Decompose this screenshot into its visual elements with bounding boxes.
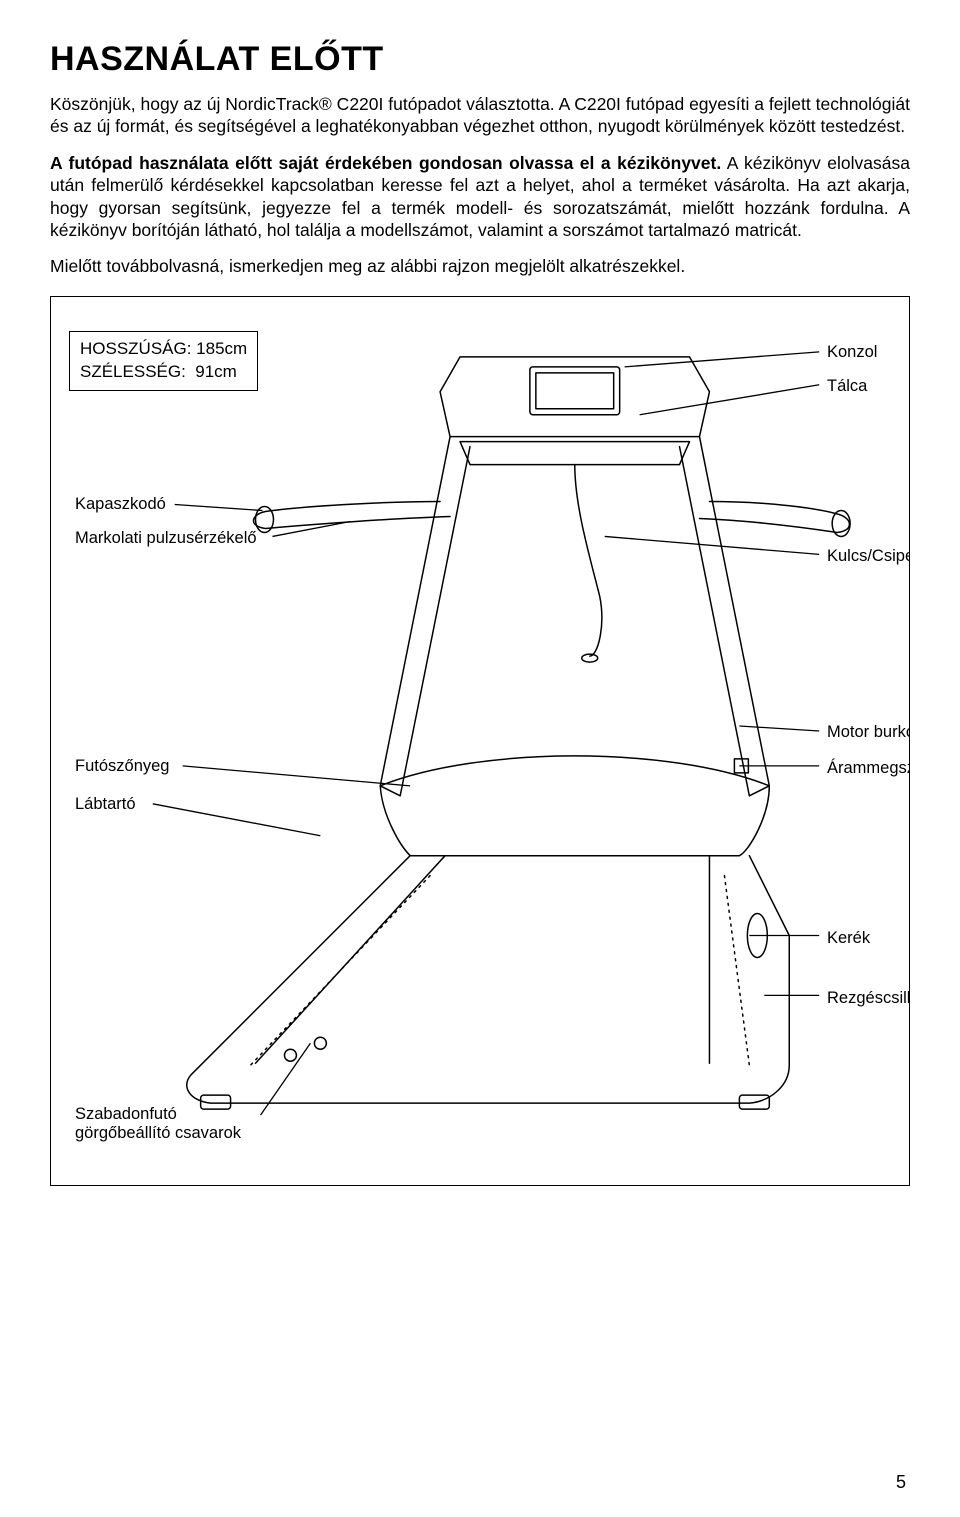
- label-kulcs: Kulcs/Csipesz: [827, 547, 910, 566]
- para2-lead: A futópad használata előtt saját érdekéb…: [50, 153, 721, 173]
- label-rezges: Rezgéscsillapító: [827, 989, 910, 1008]
- intro-paragraph-3: Mielőtt továbbolvasná, ismerkedjen meg a…: [50, 255, 910, 277]
- label-markolati: Markolati pulzusérzékelő: [75, 529, 257, 548]
- page-number: 5: [896, 1472, 906, 1493]
- label-kerek: Kerék: [827, 929, 870, 948]
- szabadon-line2: görgőbeállító csavarok: [75, 1124, 241, 1142]
- intro-paragraph-2: A futópad használata előtt saját érdekéb…: [50, 152, 910, 242]
- label-futoszonyeg: Futószőnyeg: [75, 757, 169, 776]
- szabadon-line1: Szabadonfutó: [75, 1105, 177, 1123]
- label-aram: Árammegszakító: [827, 759, 910, 778]
- label-szabadonfuto: Szabadonfutó görgőbeállító csavarok: [75, 1105, 241, 1143]
- treadmill-diagram: HOSSZÚSÁG: 185cm SZÉLESSÉG: 91cm: [50, 296, 910, 1186]
- treadmill-svg: [51, 297, 909, 1185]
- intro-paragraph-1: Köszönjük, hogy az új NordicTrack® C220I…: [50, 93, 910, 138]
- label-motor: Motor burkolat: [827, 723, 910, 742]
- label-konzol: Konzol: [827, 343, 877, 362]
- label-kapaszkodo: Kapaszkodó: [75, 495, 166, 514]
- page-heading: HASZNÁLAT ELŐTT: [50, 40, 910, 79]
- label-talca: Tálca: [827, 377, 867, 396]
- label-labtarto: Lábtartó: [75, 795, 136, 814]
